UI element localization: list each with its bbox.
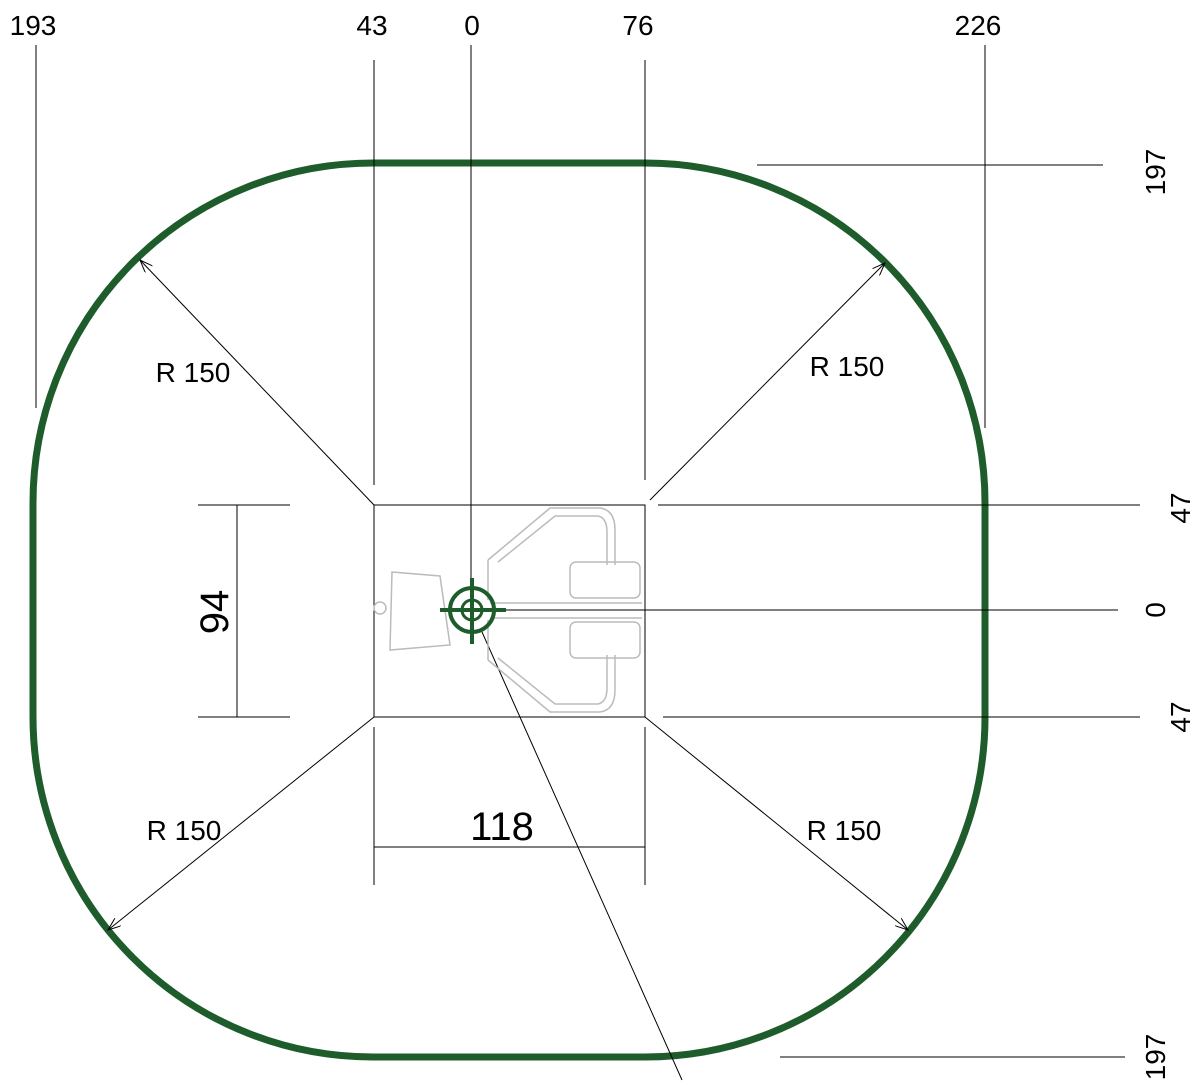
center-marker — [440, 578, 506, 644]
right-label: 47 — [1165, 492, 1195, 523]
height-dimension: 94 — [193, 590, 237, 635]
right-label: 197 — [1140, 1034, 1171, 1081]
top-label: 226 — [955, 10, 1002, 41]
right-label: 197 — [1140, 149, 1171, 196]
right-label: 0 — [1140, 602, 1171, 618]
equipment — [373, 507, 642, 713]
radius-label: R 150 — [807, 815, 882, 846]
top-label: 0 — [464, 10, 480, 41]
radius-label: R 150 — [147, 815, 222, 846]
right-label: 47 — [1165, 701, 1195, 732]
radius-label: R 150 — [156, 357, 231, 388]
top-label: 193 — [10, 10, 57, 41]
dimension-lines — [35, 45, 1140, 1081]
width-dimension: 118 — [470, 805, 534, 849]
radius-label: R 150 — [810, 351, 885, 382]
top-label: 76 — [622, 10, 653, 41]
top-label: 43 — [356, 10, 387, 41]
